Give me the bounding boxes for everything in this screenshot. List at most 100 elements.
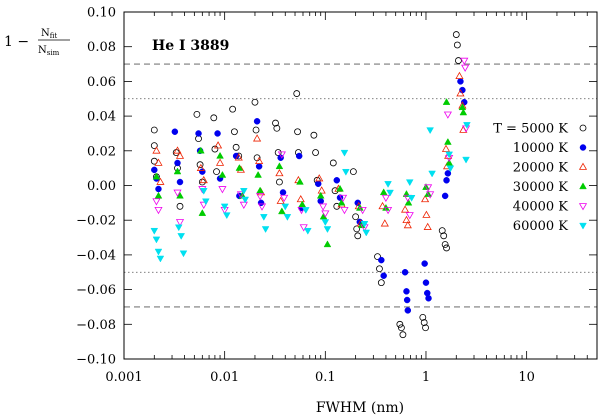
- data-point: [462, 156, 470, 164]
- data-point: [419, 313, 427, 321]
- data-point: [199, 201, 208, 209]
- data-point: [199, 168, 206, 175]
- data-point: [353, 225, 361, 233]
- data-point: [251, 98, 259, 106]
- data-point: [222, 212, 231, 220]
- data-point: [176, 178, 184, 186]
- series-0: [150, 31, 462, 339]
- data-point: [362, 229, 371, 237]
- legend-label: 30000 K: [513, 180, 568, 195]
- data-point: [156, 255, 165, 263]
- data-point: [424, 184, 433, 192]
- data-point: [281, 203, 290, 211]
- data-point: [152, 236, 161, 244]
- data-point: [196, 161, 204, 169]
- data-point: [232, 143, 240, 151]
- x-axis-label: FWHM (nm): [316, 400, 404, 416]
- data-point: [354, 232, 362, 240]
- y-tick-label: 0.04: [87, 110, 116, 125]
- y-tick-label: −0.04: [76, 248, 116, 263]
- data-point: [443, 244, 450, 252]
- y-tick-label: 0.00: [87, 179, 116, 194]
- data-point: [360, 221, 369, 228]
- data-point: [352, 213, 360, 221]
- x-tick-label: 0.1: [315, 370, 336, 385]
- data-point: [231, 128, 238, 136]
- data-point: [150, 227, 159, 235]
- data-point: [314, 180, 322, 188]
- data-point: [383, 206, 393, 215]
- y-tick-label: −0.02: [76, 214, 116, 229]
- data-point: [399, 331, 407, 339]
- legend-label: 20000 K: [513, 161, 568, 176]
- data-point: [378, 256, 385, 264]
- series-3: [152, 98, 468, 248]
- data-point: [458, 103, 467, 111]
- data-point: [323, 226, 332, 233]
- data-point: [253, 118, 261, 125]
- data-point: [340, 206, 349, 215]
- data-point: [444, 138, 452, 145]
- data-point: [174, 224, 183, 232]
- data-point: [440, 232, 448, 240]
- data-point: [445, 158, 454, 166]
- y-tick-label: 0.10: [87, 6, 116, 21]
- data-point: [459, 108, 468, 116]
- data-point: [456, 89, 465, 97]
- data-point: [303, 227, 312, 235]
- legend-label: 60000 K: [513, 219, 568, 234]
- data-point: [321, 210, 330, 218]
- data-point: [463, 122, 471, 129]
- data-point: [196, 163, 205, 171]
- y-tick-label: −0.06: [76, 283, 116, 298]
- data-point: [455, 71, 464, 79]
- data-point: [404, 307, 412, 314]
- data-point: [340, 149, 349, 157]
- data-point: [342, 168, 350, 176]
- data-point: [453, 41, 461, 49]
- data-point: [329, 159, 337, 167]
- data-point: [254, 170, 262, 178]
- data-point: [379, 188, 388, 196]
- data-point: [255, 163, 263, 170]
- legend: T = 5000 K 10000 K 20000 K 30000 K 40000 K 60…: [493, 122, 588, 234]
- data-point: [179, 250, 188, 258]
- legend-label: 40000 K: [513, 200, 568, 215]
- data-point: [294, 128, 301, 136]
- data-point: [154, 191, 163, 199]
- data-point: [405, 179, 414, 187]
- data-point: [461, 64, 470, 72]
- data-point: [438, 227, 446, 235]
- data-point: [421, 260, 428, 267]
- data-point: [296, 194, 305, 203]
- data-point: [422, 279, 430, 286]
- data-point: [236, 191, 245, 199]
- data-point: [175, 219, 185, 227]
- data-point: [457, 78, 464, 85]
- data-point: [296, 177, 304, 185]
- data-point: [177, 233, 186, 240]
- y-tick-label: 0.06: [87, 75, 116, 90]
- data-point: [239, 188, 248, 195]
- data-point: [283, 214, 292, 221]
- data-point: [295, 152, 303, 160]
- data-point: [229, 105, 237, 113]
- data-point: [310, 131, 318, 139]
- data-point: [441, 144, 451, 152]
- data-point: [174, 159, 181, 167]
- data-point: [276, 178, 283, 186]
- data-point: [257, 199, 265, 207]
- data-point: [279, 189, 287, 196]
- x-axis: 0.001 0.01 0.1 1 10: [105, 12, 598, 385]
- data-point: [152, 172, 161, 180]
- data-point: [297, 206, 306, 215]
- data-point: [403, 296, 411, 304]
- data-point: [403, 220, 412, 229]
- data-point: [337, 198, 346, 206]
- data-point: [317, 186, 326, 194]
- data-point: [155, 185, 162, 193]
- data-point: [218, 170, 227, 178]
- data-point: [426, 191, 435, 199]
- data-point: [403, 194, 412, 203]
- data-point: [444, 170, 452, 177]
